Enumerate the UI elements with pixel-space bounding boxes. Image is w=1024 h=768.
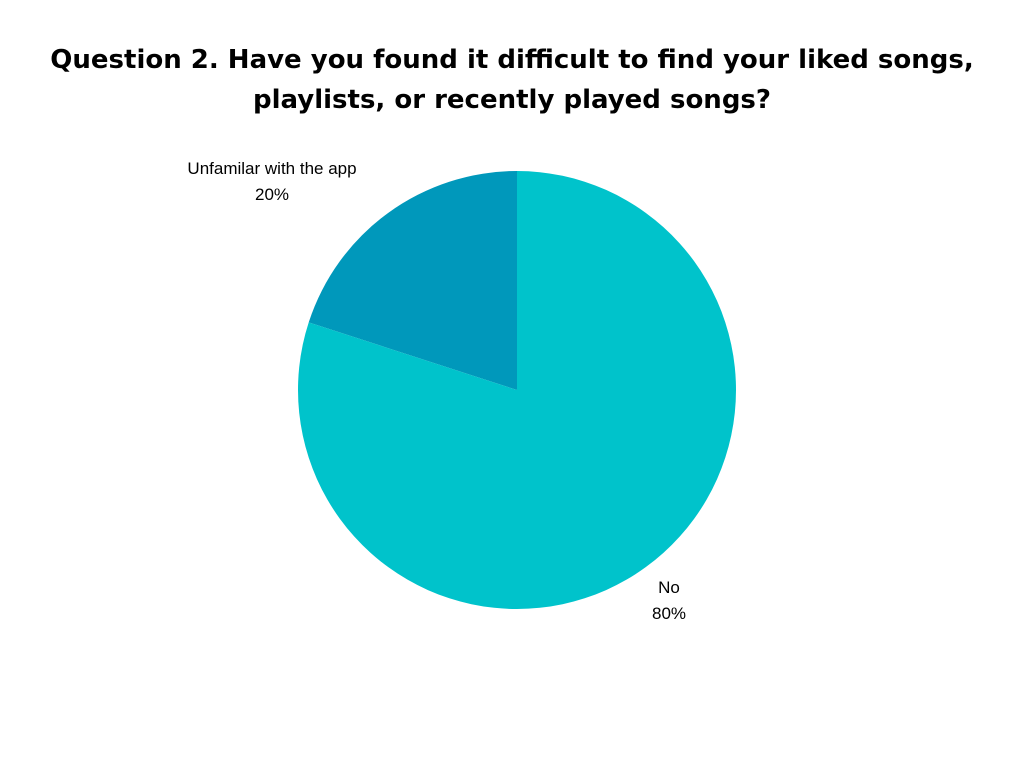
chart-title-line-1: Question 2. Have you found it difficult … [50, 45, 974, 75]
slice-label-0: Unfamilar with the app [187, 159, 356, 178]
pie-slice-1 [298, 171, 737, 609]
slice-percent-0: 20% [255, 185, 289, 204]
chart-title-line-2: playlists, or recently played songs? [253, 85, 771, 115]
pie-slice-0 [308, 171, 517, 390]
slice-label-1: No [658, 578, 680, 597]
slice-percent-1: 80% [652, 604, 686, 623]
chart-title: Question 2. Have you found it difficult … [40, 40, 984, 120]
